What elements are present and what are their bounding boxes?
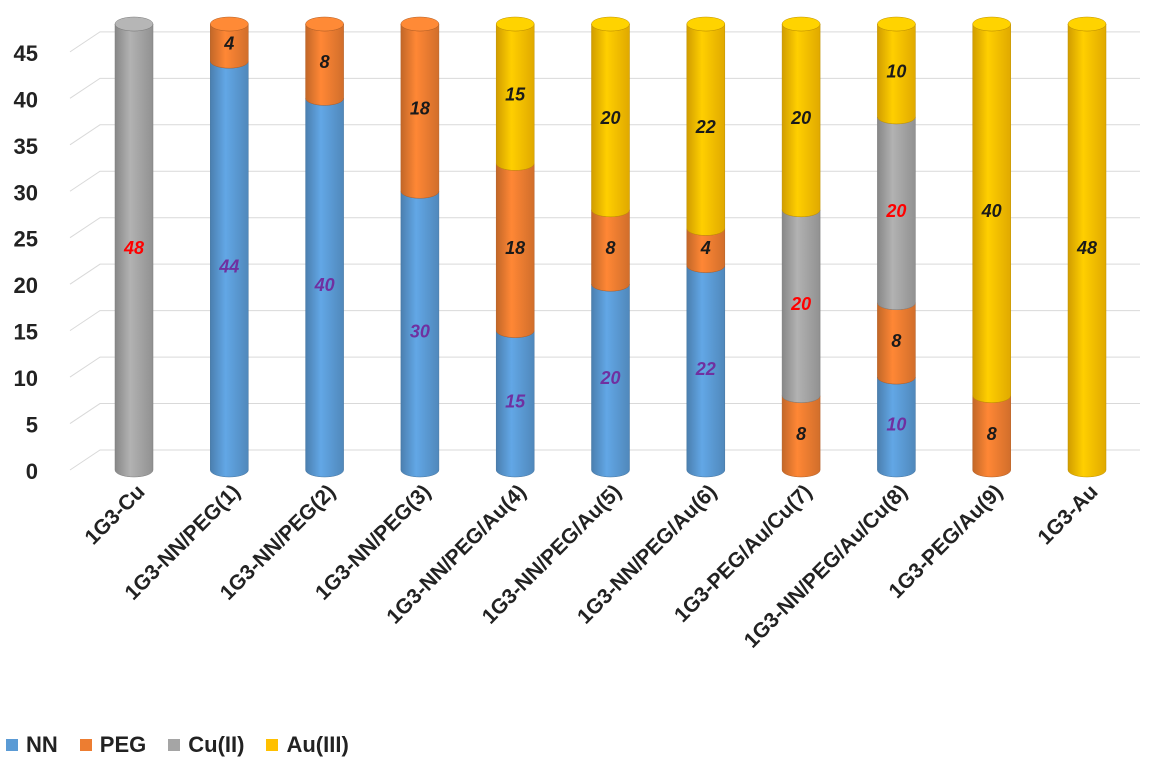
bar-top-1g3-nn-peg-au-4: [495, 16, 535, 32]
data-label-1g3-nn-peg-au-5-peg: 8: [605, 238, 615, 258]
data-label-1g3-peg-au-9-peg: 8: [987, 424, 997, 444]
data-label-1g3-nn-peg-3-nn: 30: [410, 322, 430, 342]
data-label-1g3-nn-peg-au-4-nn: 15: [505, 391, 526, 411]
y-tick-20: 20: [14, 273, 38, 298]
data-label-1g3-nn-peg-au-5-nn: 20: [599, 368, 620, 388]
x-axis-ticks: 1G3-Cu1G3-NN/PEG(1)1G3-NN/PEG(2)1G3-NN/P…: [80, 480, 1102, 652]
data-label-1g3-nn-peg-au-6-au-iii: 22: [695, 117, 716, 137]
data-label-1g3-nn-peg-2-nn: 40: [314, 275, 335, 295]
legend-swatch-peg: [79, 739, 92, 751]
y-tick-35: 35: [14, 134, 38, 159]
data-label-1g3-nn-peg-1-peg: 4: [223, 34, 234, 54]
data-label-1g3-nn-peg-au-4-peg: 18: [505, 238, 525, 258]
data-label-1g3-nn-peg-au-cu-8-au-iii: 10: [886, 61, 906, 81]
legend-label-au: Au(III): [286, 732, 349, 757]
data-label-1g3-peg-au-cu-7-cu-ii: 20: [790, 294, 811, 314]
data-label-1g3-nn-peg-2-peg: 8: [320, 52, 330, 72]
x-tick-1g3-nn-peg-au-cu-8: 1G3-NN/PEG/Au/Cu(8): [740, 480, 912, 652]
legend: NN PEG Cu(II) Au(III): [6, 732, 349, 758]
data-labels: 4844440830181518152082022422820201082010…: [123, 34, 1097, 444]
legend-label-cu: Cu(II): [188, 732, 245, 757]
bar-top-1g3-nn-peg-au-6: [686, 16, 726, 32]
y-tick-30: 30: [14, 180, 38, 205]
data-label-1g3-nn-peg-3-peg: 18: [410, 99, 430, 119]
bar-top-1g3-nn-peg-au-cu-8: [877, 16, 916, 32]
legend-swatch-cu: [168, 739, 181, 751]
y-axis-ticks: 0 5 10 15 20 25 30 35 40 45: [14, 41, 38, 484]
legend-item-cu[interactable]: Cu(II): [168, 732, 244, 758]
bar-top-1g3-nn-peg-3: [400, 16, 440, 32]
data-label-1g3-nn-peg-au-cu-8-nn: 10: [886, 415, 906, 435]
data-label-1g3-peg-au-cu-7-peg: 8: [796, 424, 806, 444]
legend-swatch-au: [266, 739, 279, 751]
legend-item-au[interactable]: Au(III): [266, 732, 349, 758]
y-tick-45: 45: [14, 41, 38, 66]
y-tick-10: 10: [14, 366, 38, 391]
data-label-1g3-nn-peg-au-5-au-iii: 20: [599, 108, 620, 128]
y-tick-40: 40: [14, 87, 38, 112]
bar-top-1g3-nn-peg-2: [305, 16, 344, 32]
legend-item-peg[interactable]: PEG: [79, 732, 147, 758]
data-label-1g3-peg-au-cu-7-au-iii: 20: [790, 108, 811, 128]
legend-swatch-nn: [6, 739, 18, 751]
bar-top-1g3-nn-peg-1: [210, 16, 249, 32]
data-label-1g3-nn-peg-au-6-peg: 4: [700, 238, 711, 258]
y-tick-15: 15: [14, 320, 38, 345]
y-tick-0: 0: [26, 459, 38, 484]
legend-label-nn: NN: [26, 732, 58, 757]
data-label-1g3-nn-peg-1-nn: 44: [218, 257, 239, 277]
y-tick-25: 25: [14, 227, 38, 252]
bars: [114, 16, 1107, 478]
bar-top-1g3-au: [1067, 16, 1107, 32]
x-tick-1g3-cu: 1G3-Cu: [80, 480, 149, 549]
legend-item-nn[interactable]: NN: [6, 732, 58, 758]
x-tick-1g3-au: 1G3-Au: [1033, 480, 1102, 549]
data-label-1g3-nn-peg-au-cu-8-cu-ii: 20: [885, 201, 906, 221]
data-label-1g3-au-au-iii: 48: [1076, 238, 1097, 258]
data-label-1g3-nn-peg-au-cu-8-peg: 8: [891, 331, 901, 351]
data-label-1g3-cu-cu-ii: 48: [123, 238, 144, 258]
bar-top-1g3-cu: [114, 16, 154, 32]
data-label-1g3-nn-peg-au-4-au-iii: 15: [505, 85, 526, 105]
bar-top-1g3-nn-peg-au-5: [591, 16, 630, 32]
legend-label-peg: PEG: [99, 732, 147, 757]
data-label-1g3-peg-au-9-au-iii: 40: [981, 201, 1002, 221]
data-label-1g3-nn-peg-au-6-nn: 22: [695, 359, 716, 379]
y-tick-5: 5: [26, 413, 38, 438]
bar-top-1g3-peg-au-9: [972, 16, 1011, 32]
bar-top-1g3-peg-au-cu-7: [781, 16, 821, 32]
